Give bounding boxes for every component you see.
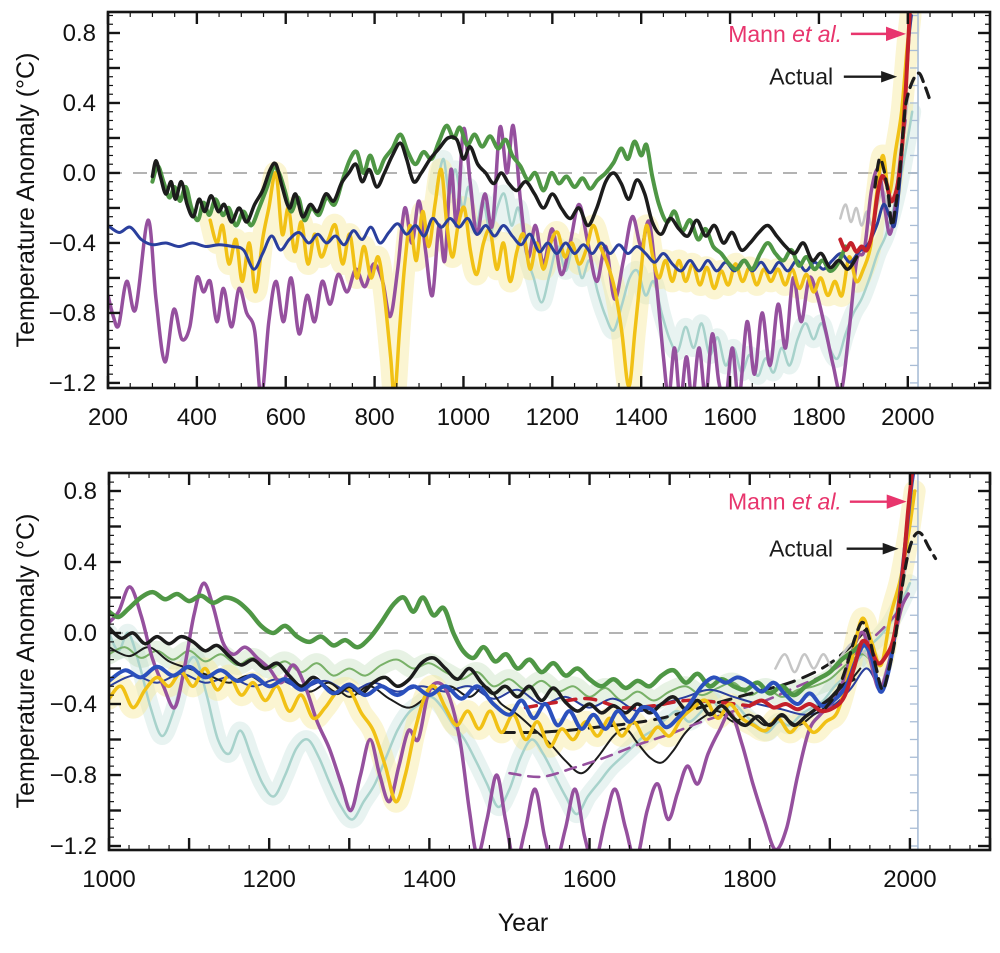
annotation-mann-arrow-head	[886, 494, 907, 509]
x-tick-label: 200	[88, 404, 128, 431]
annotation-actual-arrow-head	[881, 70, 898, 83]
panel-bottom: 1000 1200 1400 1600 1800 2000 −1.2 −0.8 −0.4 0.0 0…	[50, 471, 992, 893]
annotation-mann-arrow-head	[886, 26, 907, 42]
x-tick-label: 2000	[883, 866, 936, 893]
series-black-dashed-borehole	[499, 628, 868, 735]
x-tick-label: 1800	[723, 866, 776, 893]
annotation-actual-label: Actual	[769, 536, 833, 562]
x-tick-label: 1200	[526, 404, 579, 431]
annotation-actual-arrow-head	[882, 542, 899, 555]
series-actual-instrumental-curve	[824, 530, 938, 710]
series-purple-dashed-borehole	[508, 592, 910, 779]
series-green-bold-reconstruction	[109, 589, 874, 698]
series-red-dashed-segment	[523, 696, 752, 710]
series-blue-reconstruction	[108, 14, 913, 275]
series-purple-reconstruction	[109, 581, 911, 850]
annotation-actual-label: Actual	[769, 64, 833, 90]
series-purple-reconstruction	[108, 118, 907, 388]
annotation-mann-label: Mann et al.	[728, 21, 842, 47]
y-tick-label: 0.4	[63, 90, 96, 117]
x-tick-label: 1600	[563, 866, 616, 893]
y-tick-label: 0.0	[64, 620, 97, 647]
y-tick-label: −0.8	[49, 300, 96, 327]
y-tick-label: 0.4	[64, 549, 97, 576]
series-teal-reconstruction	[435, 110, 914, 378]
y-tick-label: −0.8	[50, 762, 97, 789]
x-tick-label: 1000	[82, 866, 135, 893]
y-axis-title-top: Temperature Anomaly (°C)	[12, 53, 40, 348]
panel-bottom-plot-area	[109, 473, 938, 850]
x-tick-label: 800	[355, 404, 395, 431]
panel-top: 200 400 600 800 1000 1200 1400 1600 1800 2000 −1.2…	[49, 10, 992, 431]
y-axis-title-bottom: Temperature Anomaly (°C)	[12, 514, 40, 809]
x-axis-title: Year	[498, 909, 549, 937]
annotation-mann-label: Mann et al.	[728, 489, 842, 515]
y-tick-label: 0.0	[63, 160, 96, 187]
series-black-bold-reconstruction	[109, 625, 856, 728]
y-tick-label: −0.4	[50, 691, 97, 718]
x-tick-label: 600	[266, 404, 306, 431]
x-tick-label: 1400	[403, 866, 456, 893]
series-yellow-reconstruction	[109, 489, 917, 804]
x-tick-label: 1600	[703, 404, 756, 431]
series-green-bold-reconstruction	[150, 123, 848, 273]
x-tick-label: 1000	[437, 404, 490, 431]
series-teal-reconstruction	[109, 582, 912, 821]
y-tick-label: 0.8	[63, 20, 96, 47]
y-tick-label: −0.4	[49, 230, 96, 257]
x-tick-label: 2000	[881, 404, 934, 431]
y-tick-label: −1.2	[49, 370, 96, 397]
x-tick-label: 400	[177, 404, 217, 431]
series-yellow-reconstruction	[208, 13, 913, 388]
panel-top-plot-area	[108, 12, 931, 388]
series-black-bold-reconstruction	[150, 135, 859, 271]
series-actual-instrumental-curve	[873, 71, 931, 228]
y-tick-label: 0.8	[64, 478, 97, 505]
x-tick-label: 1200	[242, 866, 295, 893]
x-tick-label: 1400	[615, 404, 668, 431]
panel-top-border	[106, 10, 992, 390]
y-tick-label: −1.2	[50, 833, 97, 860]
x-tick-label: 1800	[792, 404, 845, 431]
